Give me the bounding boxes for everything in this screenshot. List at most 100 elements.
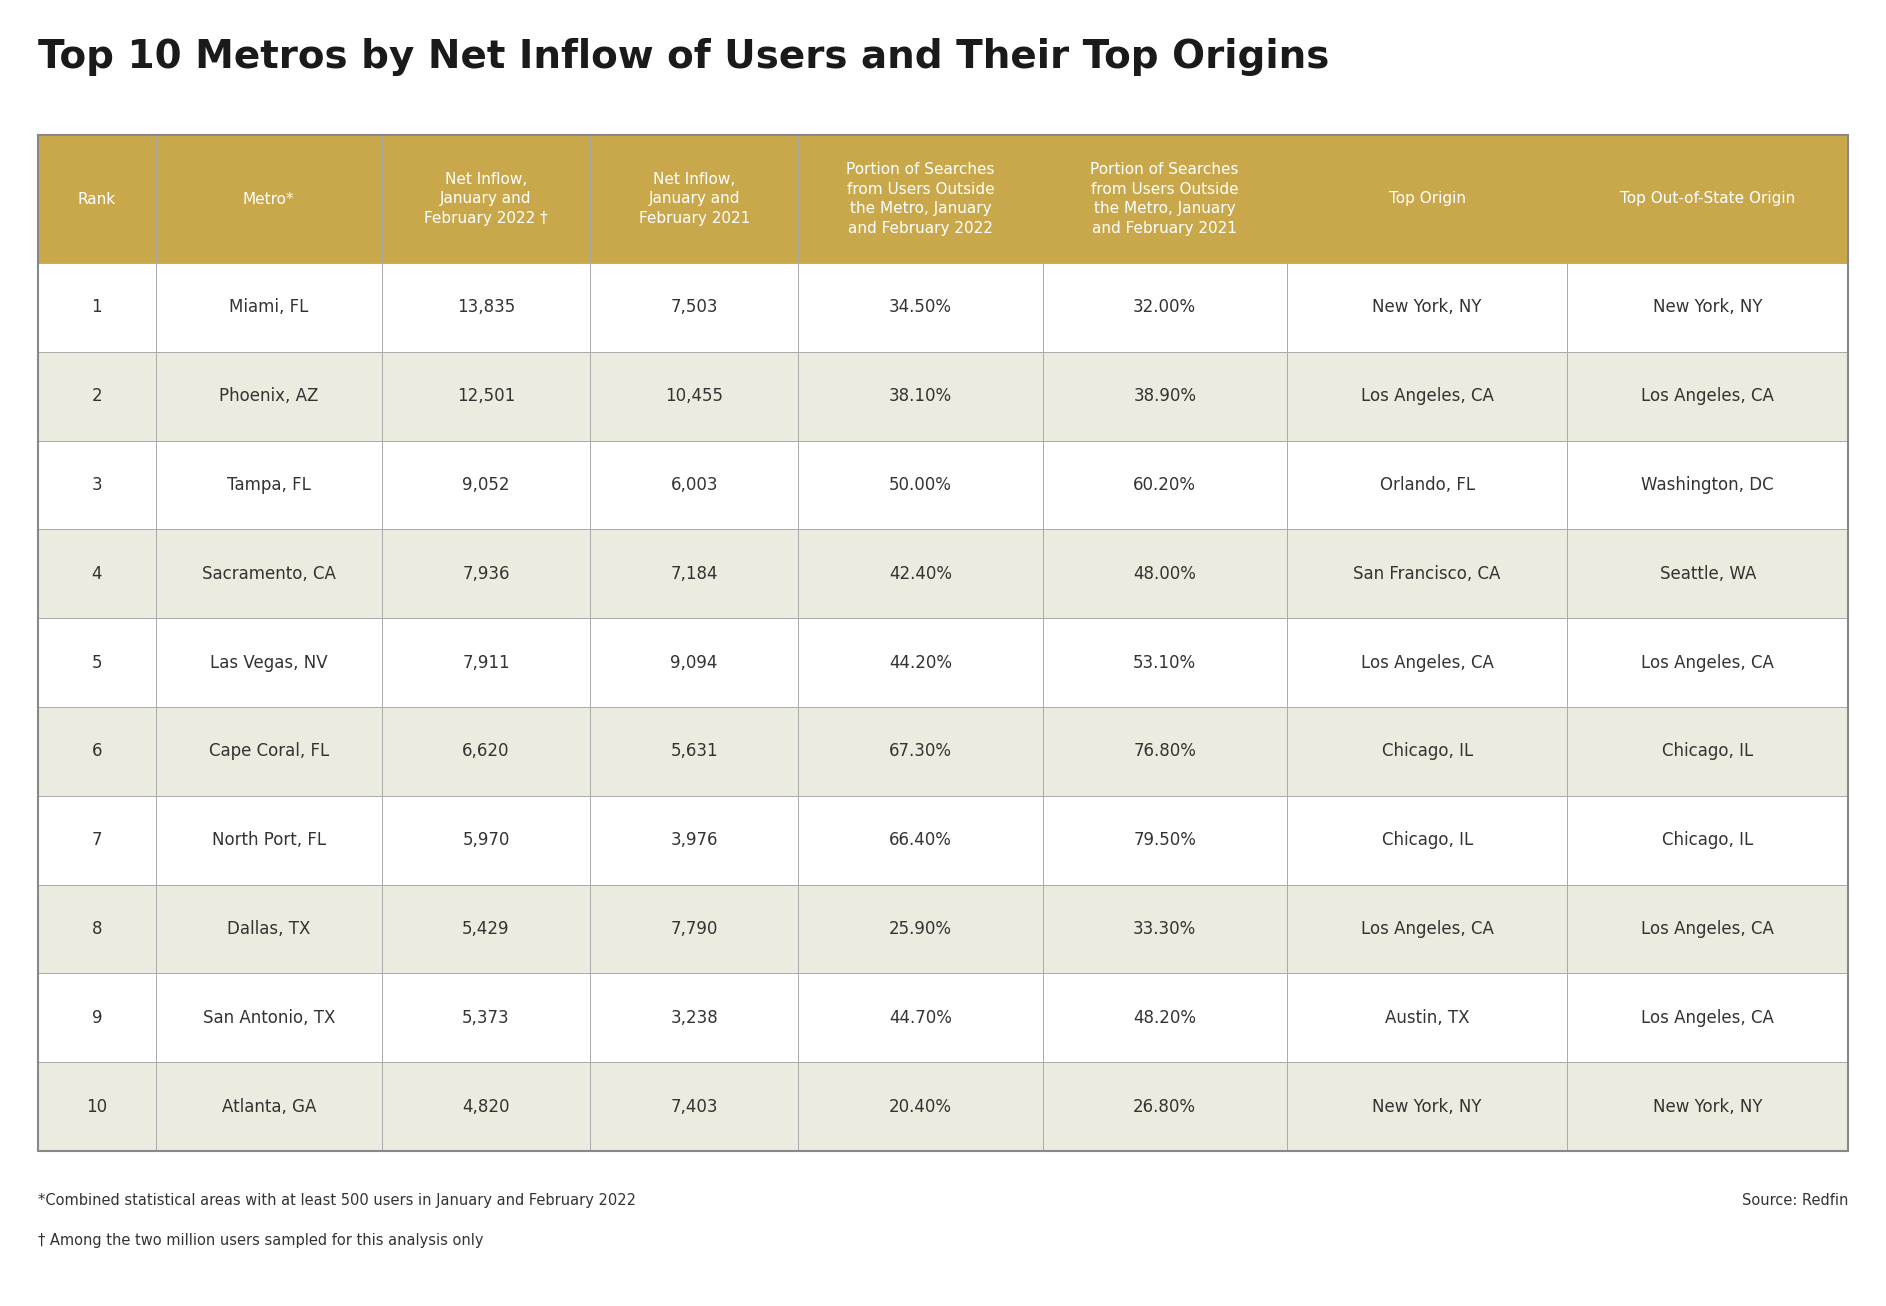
Bar [381, 440, 590, 529]
Bar [38, 135, 1848, 1151]
Text: North Port, FL: North Port, FL [211, 831, 326, 849]
Bar [1043, 1062, 1286, 1151]
Text: Chicago, IL: Chicago, IL [1662, 831, 1754, 849]
Text: 7,936: 7,936 [462, 564, 509, 582]
Text: Austin, TX: Austin, TX [1384, 1008, 1469, 1027]
Text: 60.20%: 60.20% [1133, 475, 1196, 494]
Bar [798, 618, 1043, 707]
Text: 53.10%: 53.10% [1133, 653, 1196, 671]
Text: Phoenix, AZ: Phoenix, AZ [219, 387, 319, 405]
Text: 4,820: 4,820 [462, 1097, 509, 1115]
Text: New York, NY: New York, NY [1652, 1097, 1763, 1115]
Text: *Combined statistical areas with at least 500 users in January and February 2022: *Combined statistical areas with at leas… [38, 1192, 636, 1208]
Bar [798, 351, 1043, 440]
Text: Top Out-of-State Origin: Top Out-of-State Origin [1620, 192, 1795, 206]
Bar [381, 263, 590, 351]
Bar [1286, 973, 1567, 1062]
Bar [1567, 135, 1848, 263]
Bar [1043, 618, 1286, 707]
Text: Los Angeles, CA: Los Angeles, CA [1641, 653, 1775, 671]
Text: Net Inflow,
January and
February 2022 †: Net Inflow, January and February 2022 † [424, 171, 547, 226]
Text: 48.20%: 48.20% [1133, 1008, 1196, 1027]
Text: Tampa, FL: Tampa, FL [226, 475, 311, 494]
Bar [798, 440, 1043, 529]
Bar [590, 1062, 798, 1151]
Bar [1043, 263, 1286, 351]
Bar [157, 884, 381, 973]
Bar [1567, 1062, 1848, 1151]
Text: 5,429: 5,429 [462, 919, 509, 938]
Text: 5: 5 [92, 653, 102, 671]
Bar [38, 973, 157, 1062]
Text: Atlanta, GA: Atlanta, GA [221, 1097, 317, 1115]
Text: 2: 2 [92, 387, 102, 405]
Bar [38, 1062, 157, 1151]
Text: 8: 8 [92, 919, 102, 938]
Bar [157, 707, 381, 795]
Text: 44.20%: 44.20% [888, 653, 952, 671]
Bar [38, 135, 157, 263]
Bar [38, 884, 157, 973]
Bar [1567, 795, 1848, 884]
Bar [1043, 707, 1286, 795]
Bar [157, 440, 381, 529]
Text: 7,503: 7,503 [670, 298, 719, 316]
Text: Los Angeles, CA: Los Angeles, CA [1360, 387, 1494, 405]
Text: San Francisco, CA: San Francisco, CA [1354, 564, 1501, 582]
Text: New York, NY: New York, NY [1652, 298, 1763, 316]
Text: 38.10%: 38.10% [888, 387, 952, 405]
Bar [1567, 707, 1848, 795]
Bar [381, 135, 590, 263]
Text: Top 10 Metros by Net Inflow of Users and Their Top Origins: Top 10 Metros by Net Inflow of Users and… [38, 38, 1330, 76]
Bar [1567, 884, 1848, 973]
Text: 12,501: 12,501 [456, 387, 515, 405]
Bar [38, 707, 157, 795]
Text: Washington, DC: Washington, DC [1641, 475, 1775, 494]
Text: 6,620: 6,620 [462, 742, 509, 760]
Bar [1043, 529, 1286, 618]
Bar [157, 351, 381, 440]
Text: Chicago, IL: Chicago, IL [1662, 742, 1754, 760]
Text: 5,970: 5,970 [462, 831, 509, 849]
Text: 44.70%: 44.70% [888, 1008, 952, 1027]
Bar [590, 263, 798, 351]
Text: 34.50%: 34.50% [888, 298, 952, 316]
Text: 9: 9 [92, 1008, 102, 1027]
Bar [1286, 795, 1567, 884]
Text: Rank: Rank [77, 192, 115, 206]
Text: 5,631: 5,631 [670, 742, 719, 760]
Text: Net Inflow,
January and
February 2021: Net Inflow, January and February 2021 [639, 171, 751, 226]
Bar [1567, 618, 1848, 707]
Text: Los Angeles, CA: Los Angeles, CA [1360, 919, 1494, 938]
Bar [590, 795, 798, 884]
Text: Source: Redfin: Source: Redfin [1741, 1192, 1848, 1208]
Text: Sacramento, CA: Sacramento, CA [202, 564, 336, 582]
Bar [381, 884, 590, 973]
Text: Chicago, IL: Chicago, IL [1382, 831, 1473, 849]
Text: 5,373: 5,373 [462, 1008, 509, 1027]
Text: 79.50%: 79.50% [1133, 831, 1196, 849]
Text: 67.30%: 67.30% [888, 742, 952, 760]
Text: Miami, FL: Miami, FL [228, 298, 309, 316]
Bar [1043, 135, 1286, 263]
Text: 25.90%: 25.90% [888, 919, 952, 938]
Bar [1043, 884, 1286, 973]
Bar [1286, 1062, 1567, 1151]
Bar [157, 973, 381, 1062]
Bar [38, 618, 157, 707]
Bar [157, 135, 381, 263]
Bar [381, 795, 590, 884]
Bar [381, 618, 590, 707]
Text: 26.80%: 26.80% [1133, 1097, 1196, 1115]
Text: 20.40%: 20.40% [888, 1097, 952, 1115]
Bar [381, 707, 590, 795]
Text: Orlando, FL: Orlando, FL [1381, 475, 1475, 494]
Bar [590, 618, 798, 707]
Bar [1286, 884, 1567, 973]
Text: 7,184: 7,184 [670, 564, 719, 582]
Bar [798, 135, 1043, 263]
Bar [1567, 351, 1848, 440]
Text: † Among the two million users sampled for this analysis only: † Among the two million users sampled fo… [38, 1233, 483, 1249]
Bar [590, 529, 798, 618]
Text: 50.00%: 50.00% [888, 475, 952, 494]
